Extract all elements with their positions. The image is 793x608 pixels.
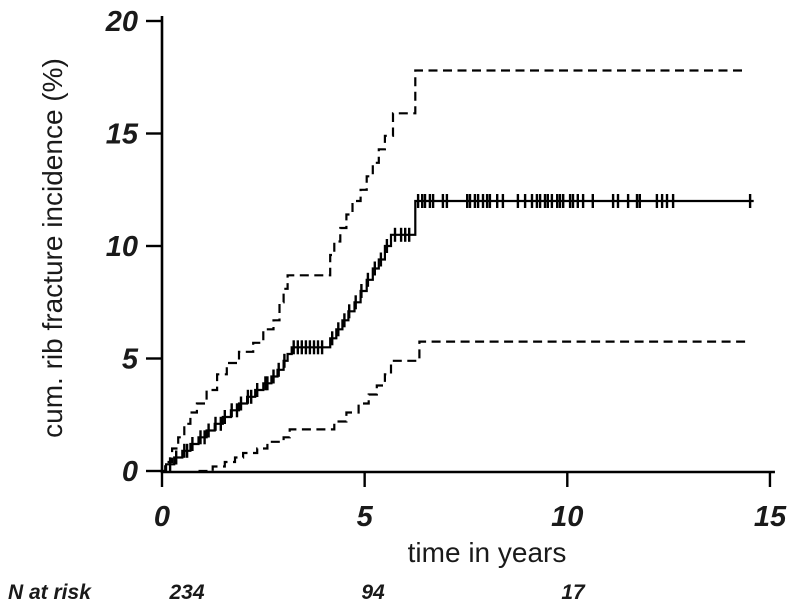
x-tick-label-2: 10	[551, 501, 583, 533]
n-at-risk-value-1: 94	[361, 581, 385, 604]
curve-ci-2	[198, 340, 750, 473]
n-at-risk-value-2: 17	[561, 581, 586, 604]
km-curves	[162, 69, 754, 473]
y-tick-label-3: 15	[106, 119, 139, 151]
x-tick-label-3: 15	[754, 501, 787, 533]
y-axis-label: cum. rib fracture incidence (%)	[37, 58, 68, 438]
tick-labels: 0 5 10 15 20 0 5 10 15	[105, 6, 787, 533]
x-tick-label-1: 5	[357, 501, 374, 533]
y-tick-label-2: 10	[106, 231, 138, 263]
x-tick-label-0: 0	[154, 501, 170, 533]
n-at-risk-value-0: 234	[168, 581, 204, 604]
y-tick-label-0: 0	[122, 456, 138, 488]
y-tick-label-1: 5	[122, 344, 139, 376]
n-at-risk-label: N at risk	[8, 581, 92, 604]
x-axis-label: time in years	[408, 537, 567, 568]
y-tick-label-4: 20	[105, 6, 138, 38]
axes	[146, 16, 775, 487]
curve-estimate	[162, 199, 754, 473]
censor-marks	[168, 194, 752, 472]
curve-ci-1	[162, 69, 744, 473]
